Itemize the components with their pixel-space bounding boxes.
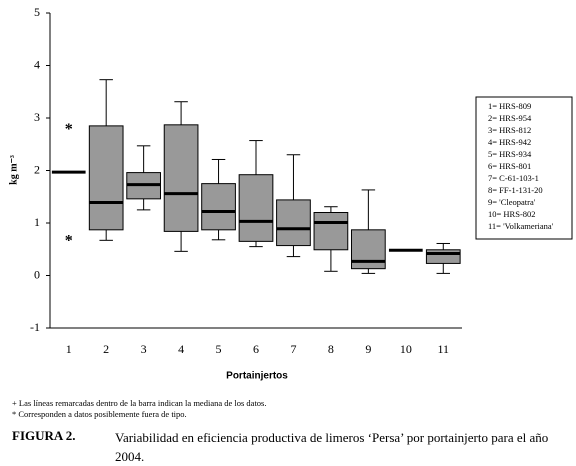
y-tick-label: 3 [34, 110, 40, 124]
x-tick-label: 1 [66, 342, 72, 356]
outlier: * [65, 232, 73, 249]
y-tick-label: -1 [30, 320, 40, 334]
box [313, 212, 349, 251]
legend-entry: 1= HRS-809 [488, 101, 531, 111]
y-tick-label: 1 [34, 215, 40, 229]
legend-entry: 9= 'Cleopatra' [488, 197, 536, 207]
x-tick-label: 3 [141, 342, 147, 356]
legend-entry: 5= HRS-934 [488, 149, 532, 159]
footnote: + Las líneas remarcadas dentro de la bar… [12, 398, 267, 408]
x-axis-label: Portainjertos [226, 371, 288, 382]
y-tick-label: 2 [34, 162, 40, 176]
outlier: * [65, 121, 73, 138]
box [163, 124, 199, 232]
x-tick-label: 6 [253, 342, 259, 356]
y-tick-label: 4 [34, 57, 40, 71]
x-tick-label: 2 [103, 342, 109, 356]
x-tick-label: 11 [437, 342, 449, 356]
footnote: * Corresponden a datos posiblemente fuer… [12, 409, 187, 419]
x-tick-label: 9 [365, 342, 371, 356]
legend-box [475, 96, 573, 240]
legend-entry: 8= FF-1-131-20 [488, 185, 543, 195]
x-tick-label: 7 [290, 342, 296, 356]
box [88, 125, 124, 231]
y-tick-label: 5 [34, 5, 40, 19]
box [238, 174, 274, 242]
legend-entry: 2= HRS-954 [488, 113, 532, 123]
legend-entry: 4= HRS-942 [488, 137, 531, 147]
caption-label: FIGURA 2. [12, 428, 76, 443]
box [276, 199, 311, 247]
legend-entry: 11= 'Volkameriana' [488, 221, 554, 231]
legend-entry: 7= C-61-103-1 [488, 173, 539, 183]
legend-entry: 10= HRS-802 [488, 209, 536, 219]
box [201, 183, 236, 231]
legend-entry: 6= HRS-801 [488, 161, 531, 171]
caption-text: Variabilidad en eficiencia productiva de… [115, 430, 549, 464]
x-tick-label: 4 [178, 342, 184, 356]
box [351, 229, 386, 270]
y-tick-label: 0 [34, 267, 40, 281]
legend-entry: 3= HRS-812 [488, 125, 531, 135]
x-tick-label: 10 [400, 342, 412, 356]
x-tick-label: 8 [328, 342, 334, 356]
chart: kg m⁻³ Portainjertos -1 0 1 2 3 4 5 1 * * 2 3 4 5 6 7 8 9… [8, 5, 573, 382]
box [425, 249, 461, 264]
x-tick-label: 5 [216, 342, 222, 356]
y-axis-label: kg m⁻³ [8, 155, 19, 185]
